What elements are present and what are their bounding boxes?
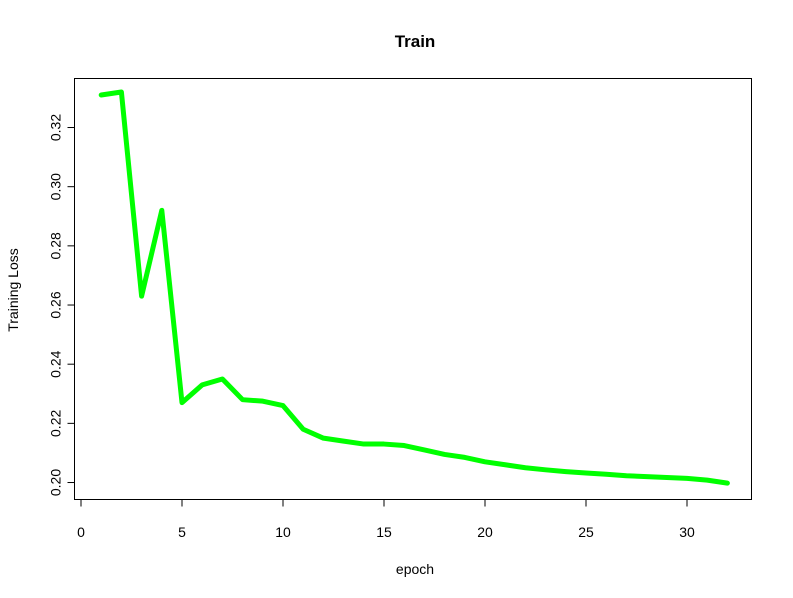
x-axis: 0 5 10 15 20 25 30 — [77, 499, 695, 540]
y-axis-title: Training Loss — [5, 248, 21, 332]
x-tick-label: 30 — [679, 524, 695, 540]
y-tick-label: 0.26 — [48, 291, 64, 318]
y-axis: 0.20 0.22 0.24 0.26 0.28 0.30 0.32 — [48, 114, 75, 496]
x-tick-label: 15 — [376, 524, 392, 540]
x-tick-label: 25 — [578, 524, 594, 540]
y-tick-label: 0.22 — [48, 410, 64, 437]
x-tick-label: 5 — [178, 524, 186, 540]
y-tick-label: 0.32 — [48, 114, 64, 141]
x-tick-label: 20 — [477, 524, 493, 540]
chart-title: Train — [395, 32, 436, 51]
y-tick-label: 0.28 — [48, 232, 64, 259]
y-tick-label: 0.24 — [48, 350, 64, 377]
x-tick-label: 10 — [275, 524, 291, 540]
x-tick-label: 0 — [77, 524, 85, 540]
y-tick-label: 0.30 — [48, 173, 64, 200]
training-loss-line — [98, 89, 730, 486]
plot-frame — [74, 78, 752, 500]
y-tick-label: 0.20 — [48, 469, 64, 496]
x-axis-title: epoch — [396, 561, 434, 577]
series-layer — [98, 89, 730, 486]
